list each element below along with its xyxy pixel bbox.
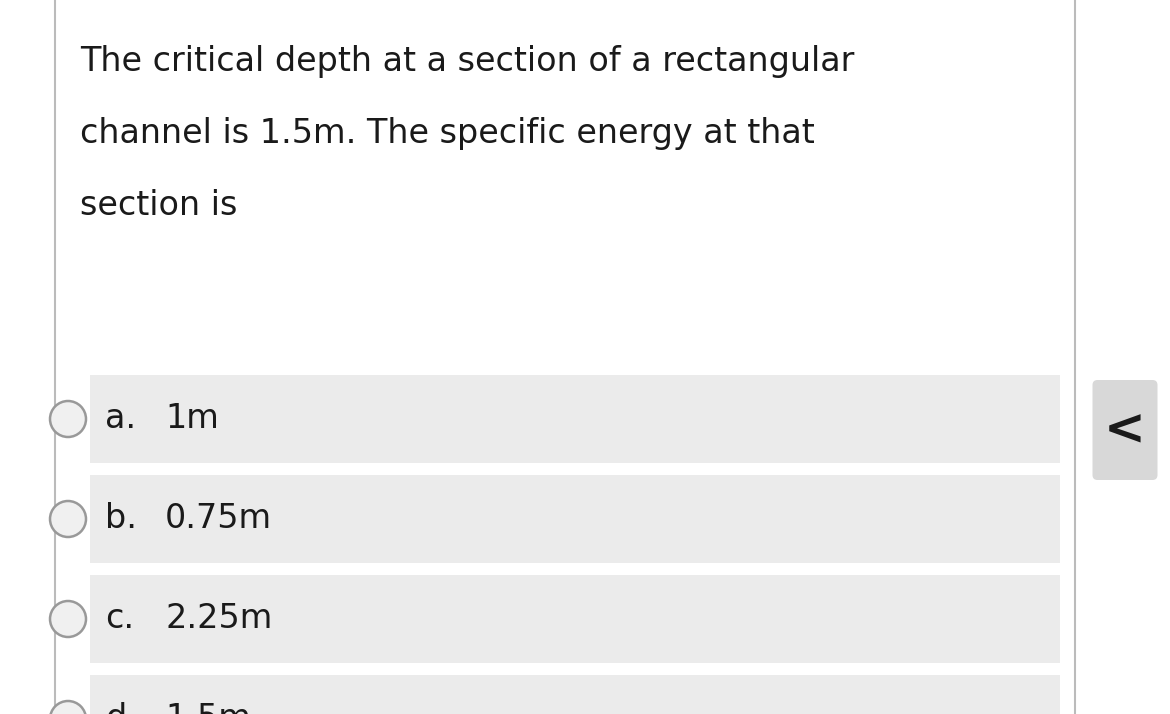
Text: <: < — [1104, 406, 1145, 454]
Bar — [90, 575, 1060, 663]
Bar — [90, 475, 1060, 563]
Circle shape — [50, 501, 87, 537]
Circle shape — [50, 601, 87, 637]
Text: section is: section is — [80, 189, 238, 222]
Text: 0.75m: 0.75m — [165, 503, 273, 536]
Text: d.: d. — [105, 703, 137, 714]
Circle shape — [50, 401, 87, 437]
Text: 1.5m: 1.5m — [165, 703, 250, 714]
Text: c.: c. — [105, 603, 135, 635]
Circle shape — [50, 701, 87, 714]
Text: b.: b. — [105, 503, 137, 536]
Text: 2.25m: 2.25m — [165, 603, 273, 635]
Text: 1m: 1m — [165, 403, 219, 436]
Bar — [90, 375, 1060, 463]
Text: The critical depth at a section of a rectangular: The critical depth at a section of a rec… — [80, 45, 854, 78]
FancyBboxPatch shape — [1093, 380, 1157, 480]
Text: channel is 1.5m. The specific energy at that: channel is 1.5m. The specific energy at … — [80, 117, 814, 150]
Text: a.: a. — [105, 403, 136, 436]
Bar — [90, 675, 1060, 714]
